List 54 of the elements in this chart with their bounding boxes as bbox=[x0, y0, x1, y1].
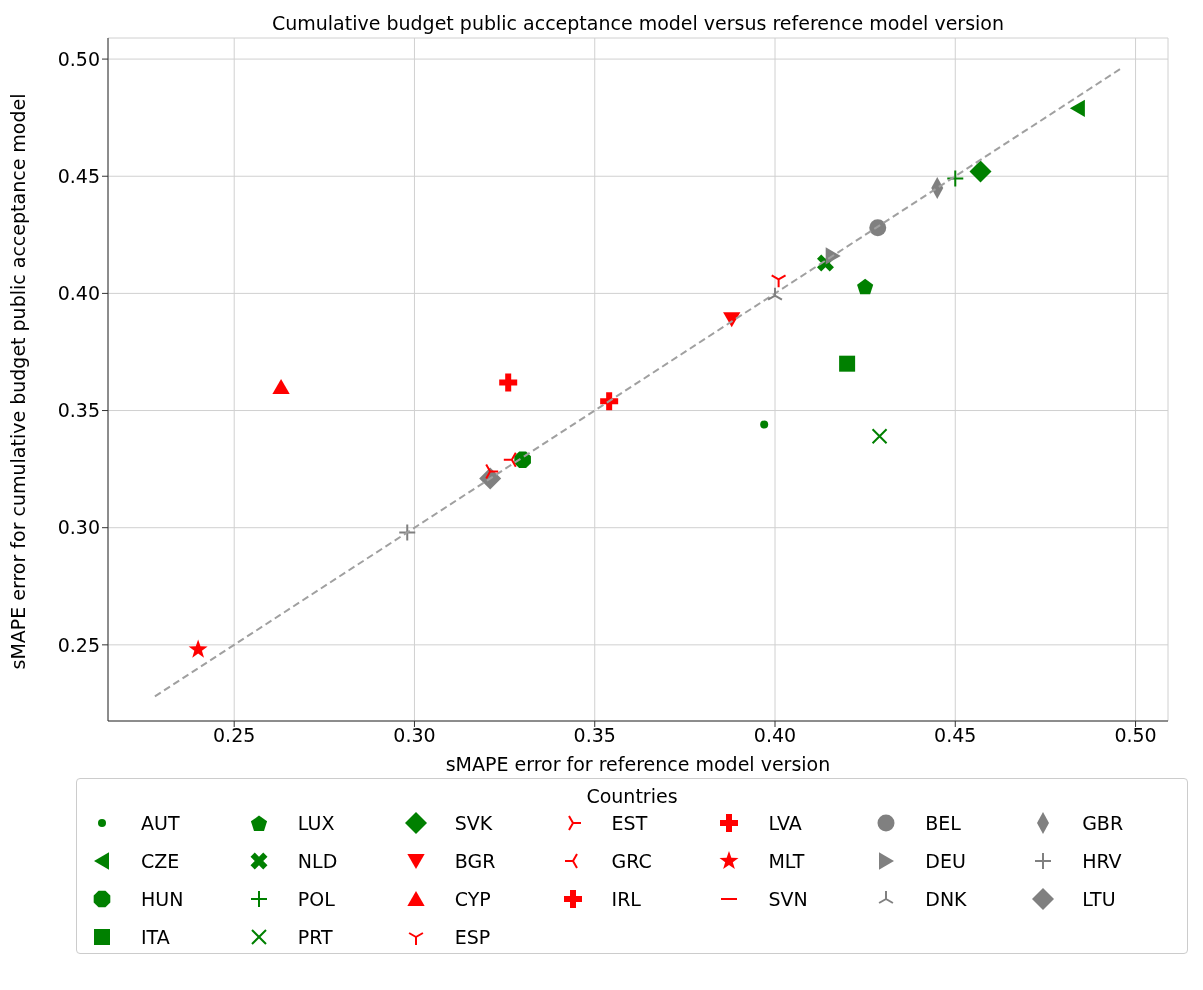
point bbox=[600, 392, 619, 411]
legend-label: PRT bbox=[297, 926, 333, 948]
legend-label: HRV bbox=[1082, 850, 1122, 872]
point bbox=[857, 278, 874, 295]
point bbox=[946, 169, 965, 188]
chart-title: Cumulative budget public acceptance model versus reference model version bbox=[270, 12, 1006, 34]
legend-label: LVA bbox=[768, 812, 802, 834]
point bbox=[398, 523, 417, 542]
legend-label: GBR bbox=[1082, 812, 1124, 834]
legend-label: CYP bbox=[454, 888, 491, 910]
legend-label: NLD bbox=[297, 850, 338, 872]
y-tick-label: 0.30 bbox=[57, 516, 100, 539]
point bbox=[869, 219, 887, 237]
point bbox=[499, 373, 518, 392]
y-tick-label: 0.25 bbox=[57, 633, 100, 656]
x-tick-label: 0.45 bbox=[934, 724, 977, 747]
legend-label: LTU bbox=[1082, 888, 1116, 910]
point bbox=[188, 639, 208, 658]
x-tick-label: 0.40 bbox=[753, 724, 797, 747]
x-axis-title: sMAPE error for reference model version bbox=[445, 753, 831, 775]
x-tick-label: 0.35 bbox=[573, 724, 616, 747]
legend-label: DEU bbox=[925, 850, 966, 872]
x-tick-label: 0.50 bbox=[1114, 724, 1157, 747]
point bbox=[723, 312, 741, 328]
y-tick-label: 0.45 bbox=[57, 164, 100, 187]
legend-title: Countries bbox=[585, 785, 679, 807]
legend-label: CZE bbox=[141, 850, 180, 872]
y-tick-label: 0.35 bbox=[57, 399, 100, 422]
legend-label: HUN bbox=[141, 888, 184, 910]
point bbox=[871, 428, 888, 445]
legend-label: LUX bbox=[297, 812, 335, 834]
point bbox=[969, 160, 992, 183]
legend-label: BEL bbox=[925, 812, 961, 834]
x-tick-label: 0.25 bbox=[213, 724, 256, 747]
x-tick-label: 0.30 bbox=[393, 724, 436, 747]
legend-label: SVK bbox=[454, 812, 493, 834]
point bbox=[1069, 99, 1085, 117]
legend-label: ITA bbox=[141, 926, 170, 948]
legend-label: POL bbox=[297, 888, 335, 910]
legend-label: MLT bbox=[768, 850, 805, 872]
legend-label: BGR bbox=[454, 850, 496, 872]
legend-label: SVN bbox=[768, 888, 808, 910]
point bbox=[839, 355, 856, 372]
legend-label: AUT bbox=[141, 812, 180, 834]
legend-label: GRC bbox=[611, 850, 652, 872]
legend-label: DNK bbox=[925, 888, 967, 910]
legend-label: EST bbox=[611, 812, 648, 834]
y-tick-label: 0.40 bbox=[57, 282, 100, 305]
point bbox=[272, 379, 290, 395]
legend-label: ESP bbox=[454, 926, 491, 948]
legend-label: IRL bbox=[611, 888, 641, 910]
y-tick-label: 0.50 bbox=[57, 47, 100, 70]
y-axis-title: sMAPE error for cumulative budget public acceptance model bbox=[6, 93, 29, 670]
point bbox=[760, 420, 769, 429]
